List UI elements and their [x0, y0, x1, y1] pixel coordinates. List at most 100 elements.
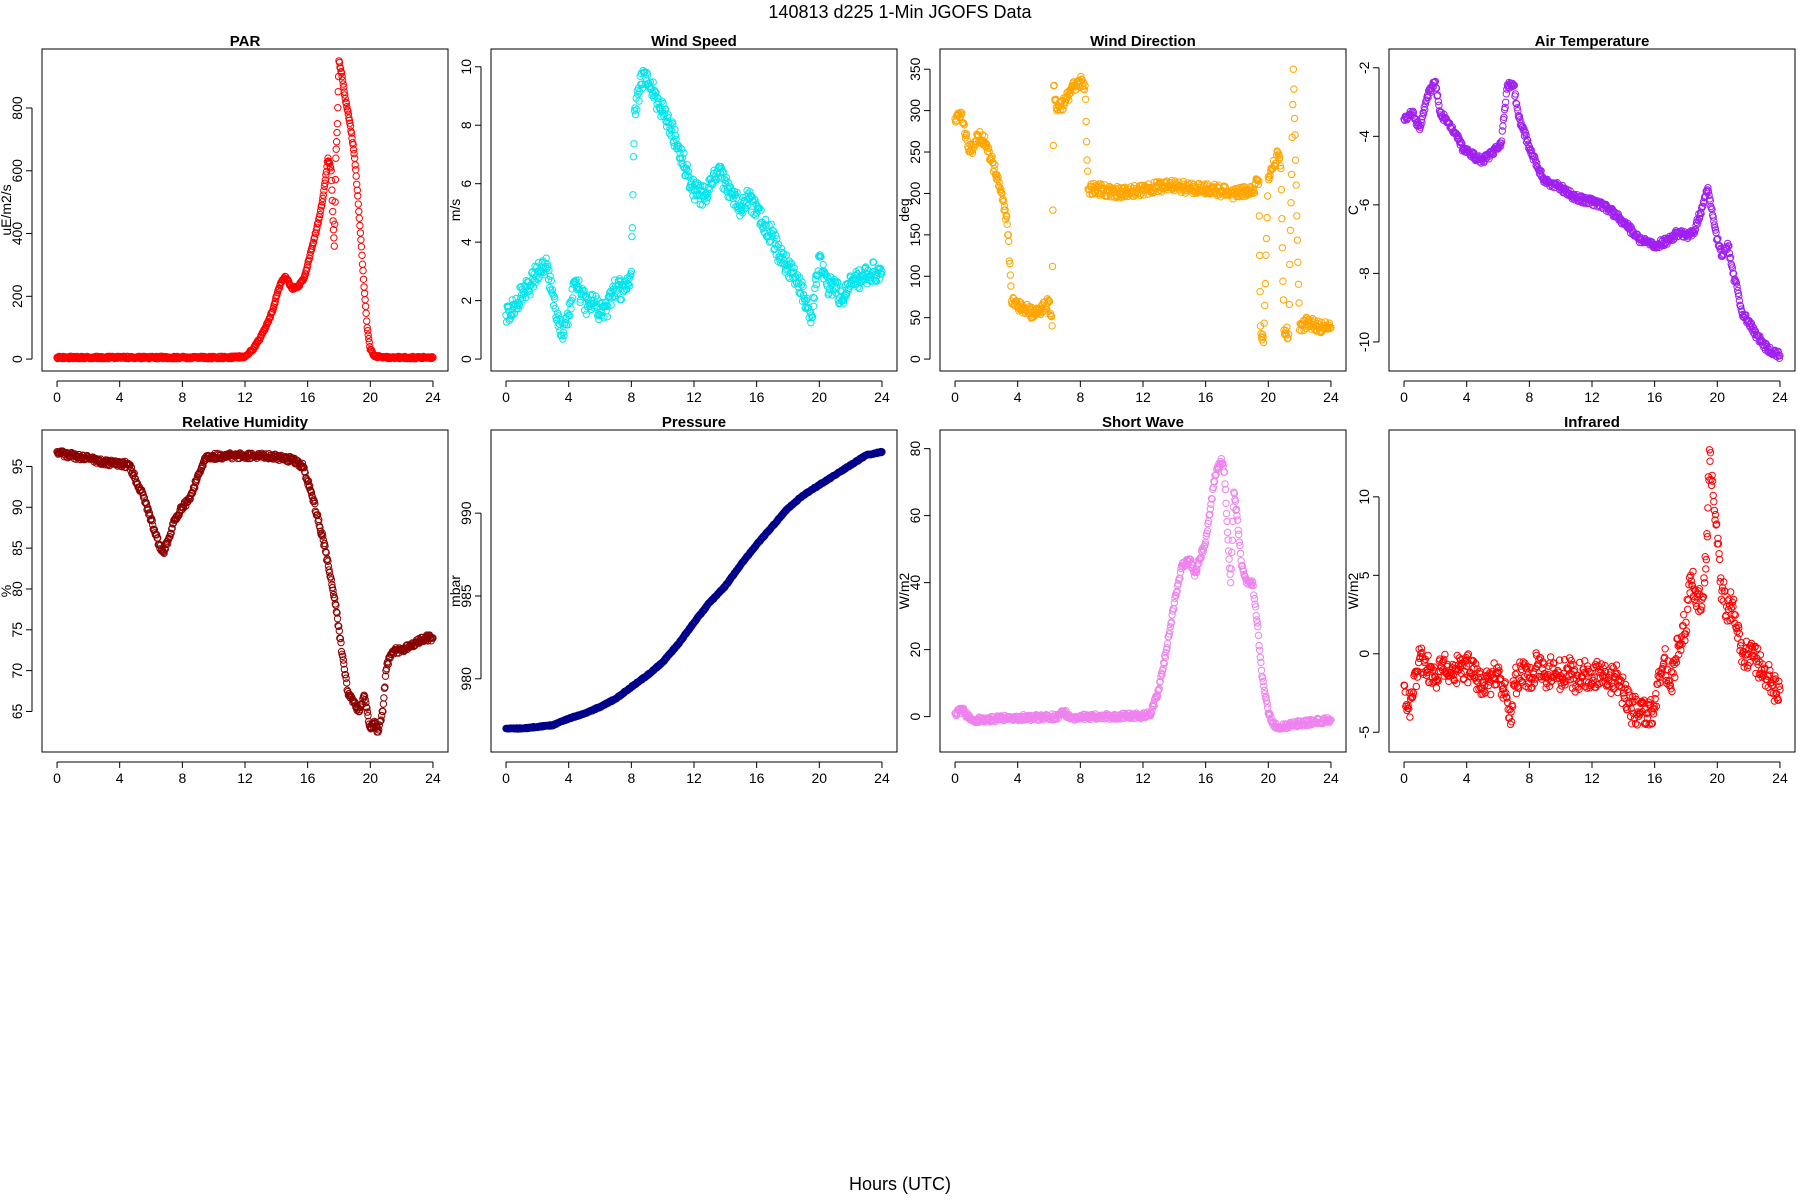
x-axis: 0 4 8 12 16 20 24: [53, 380, 441, 405]
data-point: [343, 679, 351, 687]
data-point: [697, 181, 705, 190]
data-point: [1250, 591, 1258, 599]
data-point: [1206, 505, 1215, 513]
data-point: [338, 72, 346, 81]
data-point: [355, 207, 363, 216]
data-point: [761, 215, 770, 224]
data-point: [1233, 511, 1241, 520]
y-tick-label: 20: [907, 642, 923, 658]
data-point: [1294, 258, 1302, 266]
data-point: [168, 524, 176, 532]
data-point: [855, 284, 864, 293]
y-axis-label: m/s: [447, 199, 463, 222]
y-axis-label: C: [1345, 205, 1361, 215]
data-point: [268, 308, 276, 316]
data-point: [336, 634, 345, 643]
data-point: [1286, 226, 1295, 235]
data-point: [1261, 689, 1269, 698]
data-point: [1728, 264, 1737, 272]
data-point: [567, 305, 575, 313]
data-point: [683, 161, 691, 169]
y-tick-label: 350: [907, 57, 923, 81]
data-point: [359, 267, 367, 275]
data-point: [617, 295, 625, 304]
x-tick-label: 16: [1198, 770, 1214, 786]
y-tick-label: 150: [907, 223, 923, 247]
data-point: [1710, 221, 1719, 229]
x-tick-label: 8: [1525, 389, 1533, 405]
x-tick-label: 4: [116, 770, 124, 786]
y-tick-label: 80: [907, 441, 923, 457]
data-point: [1163, 639, 1172, 648]
data-point: [1294, 280, 1303, 288]
x-tick-label: 8: [1076, 770, 1084, 786]
x-tick-label: 20: [812, 770, 828, 786]
data-point: [981, 132, 989, 140]
data-point: [349, 141, 357, 149]
panel-title: Wind Speed: [651, 33, 737, 50]
data-point: [1263, 213, 1271, 222]
data-point: [1262, 697, 1271, 705]
data-point: [1257, 666, 1266, 674]
data-point: [1001, 206, 1009, 214]
data-point: [628, 224, 637, 232]
data-point: [600, 314, 608, 322]
data-point: [563, 309, 572, 317]
figure-title: 140813 d225 1-Min JGOFS Data: [768, 2, 1032, 22]
data-point: [1502, 90, 1511, 98]
data-point: [316, 210, 324, 219]
data-point: [1207, 500, 1215, 508]
data-point: [327, 176, 336, 185]
data-point: [1775, 354, 1784, 362]
data-point: [328, 186, 336, 194]
data-point: [1161, 653, 1170, 662]
data-point: [364, 331, 372, 339]
data-point: [1417, 649, 1425, 658]
data-point: [704, 189, 712, 197]
data-point: [1044, 299, 1052, 307]
series-par: [53, 57, 437, 363]
x-tick-label: 12: [1135, 389, 1151, 405]
data-point: [379, 707, 387, 716]
data-point: [678, 145, 686, 153]
data-point: [805, 304, 813, 312]
data-point: [548, 289, 556, 297]
data-point: [381, 683, 389, 691]
data-point: [1275, 150, 1283, 158]
data-point: [1278, 215, 1286, 223]
data-point: [147, 515, 155, 524]
data-point: [627, 267, 636, 276]
data-point: [1708, 205, 1716, 214]
data-point: [1263, 700, 1271, 708]
data-point: [357, 236, 365, 244]
data-point: [318, 201, 326, 209]
x-tick-label: 12: [237, 770, 253, 786]
data-point: [1694, 220, 1702, 228]
data-point: [1500, 113, 1508, 122]
data-point: [629, 153, 638, 161]
x-tick-label: 12: [686, 389, 702, 405]
x-tick-label: 4: [565, 389, 573, 405]
x-tick-label: 16: [300, 770, 316, 786]
data-point: [1510, 81, 1519, 90]
x-tick-label: 20: [1710, 770, 1726, 786]
panel-frame: [41, 48, 449, 372]
data-point: [303, 261, 312, 269]
data-point: [1237, 557, 1245, 565]
panel-title: Air Temperature: [1535, 33, 1650, 50]
data-point: [1734, 289, 1743, 298]
data-point: [1139, 191, 1148, 199]
data-point: [1220, 182, 1228, 190]
x-axis: 0 4 8 12 16 20 24: [502, 380, 890, 405]
data-point: [1153, 178, 1161, 186]
data-point: [878, 448, 886, 456]
data-point: [635, 97, 643, 105]
data-point: [130, 469, 138, 477]
data-point: [1421, 106, 1429, 114]
data-point: [526, 291, 534, 299]
